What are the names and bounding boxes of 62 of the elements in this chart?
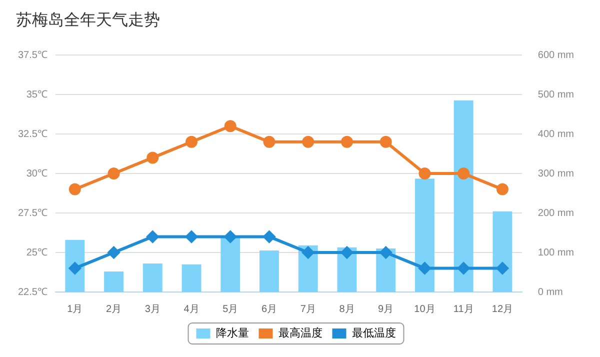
x-tick-label: 11月 (453, 304, 474, 315)
point (186, 230, 198, 243)
legend-label: 最低温度 (352, 326, 396, 340)
y2-tick-label: 400 mm (538, 128, 574, 140)
y-tick-label: 32.5℃ (18, 128, 48, 140)
x-tick-label: 1月 (67, 304, 83, 315)
bar (104, 271, 124, 292)
point (224, 120, 236, 132)
point (458, 168, 470, 180)
point (146, 230, 159, 243)
point (380, 136, 392, 148)
point (496, 262, 508, 274)
y-tick-label: 25℃ (26, 247, 48, 258)
point (68, 262, 81, 274)
x-tick-label: 7月 (300, 304, 316, 315)
y2-tick-label: 100 mm (538, 247, 574, 258)
y-tick-label: 35℃ (26, 89, 48, 100)
point (263, 136, 276, 148)
y2-tick-label: 600 mm (538, 50, 574, 61)
point (146, 152, 159, 164)
point (108, 246, 120, 258)
point (458, 262, 470, 274)
y-tick-label: 30℃ (26, 168, 48, 180)
x-tick-label: 2月 (106, 304, 122, 315)
y2-tick-label: 500 mm (538, 89, 574, 100)
point (302, 136, 314, 148)
point (263, 230, 276, 243)
x-tick-label: 4月 (184, 304, 200, 315)
point (302, 246, 314, 258)
point (340, 246, 353, 258)
point (68, 183, 81, 196)
point (418, 262, 431, 274)
bar (142, 264, 162, 292)
x-tick-label: 6月 (261, 304, 278, 315)
point (108, 168, 120, 180)
x-tick-label: 5月 (222, 304, 238, 315)
y2-tick-label: 0 mm (538, 286, 563, 298)
point (496, 183, 508, 196)
point (224, 230, 236, 243)
legend-label: 最高温度 (278, 326, 322, 340)
point (340, 136, 353, 148)
y-tick-label: 27.5℃ (18, 208, 48, 219)
x-tick-label: 12月 (492, 304, 514, 315)
point (380, 246, 392, 258)
point (418, 168, 431, 180)
x-tick-label: 9月 (378, 304, 394, 315)
y-tick-label: 37.5℃ (18, 50, 48, 61)
legend-label: 降水量 (216, 326, 249, 340)
point (186, 136, 198, 148)
x-tick-label: 3月 (144, 304, 160, 315)
x-tick-label: 10月 (414, 304, 436, 315)
y2-tick-label: 300 mm (538, 168, 574, 180)
chart-title: 苏梅岛全年天气走势 (16, 10, 160, 31)
x-tick-label: 8月 (339, 304, 355, 315)
bar (260, 250, 279, 292)
y2-tick-label: 200 mm (538, 208, 574, 219)
y-tick-label: 22.5℃ (18, 286, 48, 298)
bar (414, 178, 434, 292)
bar (182, 264, 202, 292)
bar (492, 211, 512, 292)
bar (220, 237, 240, 292)
bar (454, 100, 474, 292)
